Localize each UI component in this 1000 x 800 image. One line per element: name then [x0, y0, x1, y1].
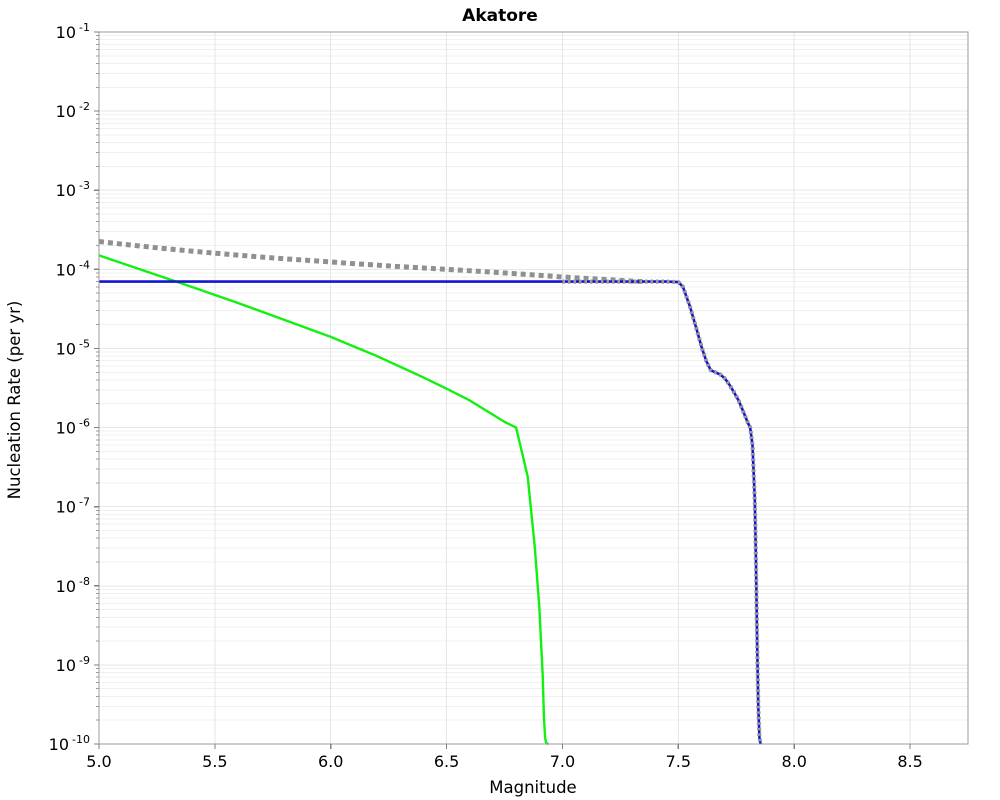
y-tick-exponent: -8	[79, 575, 90, 588]
axis-ticks	[94, 31, 911, 749]
y-tick-exponent: -7	[79, 496, 90, 509]
y-tick-exponent: -10	[72, 733, 90, 746]
y-tick-label: 10 -4	[56, 258, 90, 279]
gray-dotted-series	[98, 238, 644, 285]
y-tick-mantissa: 10	[56, 23, 76, 42]
x-axis-label: Magnitude	[489, 778, 576, 797]
y-tick-label: 10 -10	[49, 733, 90, 754]
y-tick-exponent: -2	[79, 100, 90, 113]
chart-title: Akatore	[462, 6, 538, 26]
y-tick-label: 10 -1	[56, 21, 90, 42]
y-tick-exponent: -1	[79, 21, 90, 34]
minor-gridlines	[99, 35, 968, 721]
y-tick-mantissa: 10	[49, 735, 69, 754]
y-tick-label: 10 -5	[56, 337, 90, 358]
y-tick-exponent: -9	[79, 654, 90, 667]
y-tick-exponent: -5	[79, 337, 90, 350]
y-axis-tick-labels: 10 -110 -210 -310 -410 -510 -610 -710 -810 -910 -1…	[49, 21, 90, 754]
y-tick-mantissa: 10	[56, 260, 76, 279]
x-tick-label: 7.5	[666, 752, 691, 771]
y-tick-mantissa: 10	[56, 419, 76, 438]
y-tick-exponent: -4	[79, 258, 90, 271]
x-tick-label: 6.5	[434, 752, 459, 771]
y-tick-mantissa: 10	[56, 498, 76, 517]
x-tick-label: 6.0	[318, 752, 343, 771]
y-tick-label: 10 -6	[56, 417, 90, 438]
y-axis-label: Nucleation Rate (per yr)	[5, 301, 24, 500]
x-axis-tick-labels: 5.0 5.5 6.0 6.5 7.0 7.5 8.0 8.5	[86, 752, 923, 771]
x-tick-label: 5.0	[86, 752, 111, 771]
y-tick-mantissa: 10	[56, 102, 76, 121]
y-tick-mantissa: 10	[56, 656, 76, 675]
blue-series	[99, 280, 762, 745]
x-tick-label: 7.0	[550, 752, 575, 771]
green-series	[98, 254, 549, 746]
y-tick-mantissa: 10	[56, 577, 76, 596]
y-tick-label: 10 -8	[56, 575, 90, 596]
y-tick-label: 10 -2	[56, 100, 90, 121]
x-tick-label: 8.5	[897, 752, 922, 771]
data-series-layer	[98, 238, 763, 746]
y-tick-exponent: -3	[79, 179, 90, 192]
y-tick-exponent: -6	[79, 417, 90, 430]
y-tick-label: 10 -9	[56, 654, 90, 675]
y-tick-label: 10 -7	[56, 496, 90, 517]
y-tick-mantissa: 10	[56, 339, 76, 358]
y-tick-label: 10 -3	[56, 179, 90, 200]
x-tick-label: 8.0	[781, 752, 806, 771]
x-tick-label: 5.5	[202, 752, 227, 771]
y-tick-mantissa: 10	[56, 181, 76, 200]
plot-frame	[98, 31, 969, 745]
